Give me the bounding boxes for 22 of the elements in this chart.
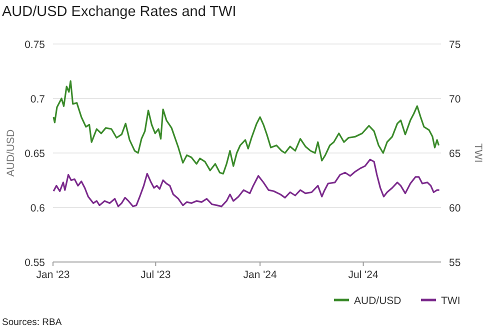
line-series xyxy=(52,80,440,175)
y2-tick-label: 65 xyxy=(449,148,461,160)
y2-tick-label: 75 xyxy=(449,39,461,51)
x-tick-label: Jan '23 xyxy=(36,269,70,281)
chart-title: AUD/USD Exchange Rates and TWI xyxy=(2,4,236,20)
y-tick-label: 0.65 xyxy=(24,148,46,160)
x-tick-label: Jul '23 xyxy=(140,269,171,281)
source-note: Sources: RBA xyxy=(2,317,62,328)
x-tick-label: Jul '24 xyxy=(348,269,378,281)
y2-tick-label: 55 xyxy=(449,257,461,269)
y-tick-label: 0.7 xyxy=(30,94,46,106)
y2-axis-title: TWI xyxy=(472,143,484,163)
legend-label: AUD/USD xyxy=(354,295,402,307)
y-axis-title: AUD/USD xyxy=(5,128,17,177)
line-series xyxy=(52,158,440,208)
legend-label: TWI xyxy=(441,295,460,307)
y2-tick-label: 60 xyxy=(449,202,461,214)
y-tick-label: 0.75 xyxy=(24,39,46,51)
x-tick-label: Jan '24 xyxy=(243,269,277,281)
y-tick-label: 0.55 xyxy=(24,257,46,269)
y-tick-label: 0.6 xyxy=(30,202,46,214)
y2-tick-label: 70 xyxy=(449,94,461,106)
